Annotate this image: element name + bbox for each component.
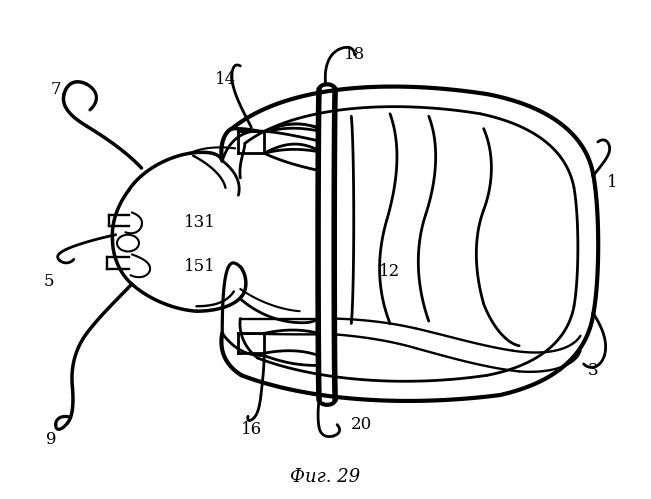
Text: 3: 3 xyxy=(588,362,599,379)
Text: 5: 5 xyxy=(44,273,55,290)
Text: 131: 131 xyxy=(184,214,215,231)
Text: 151: 151 xyxy=(184,258,215,275)
Text: 18: 18 xyxy=(344,46,365,63)
Text: 7: 7 xyxy=(50,81,61,98)
Text: 14: 14 xyxy=(215,71,236,88)
Text: 9: 9 xyxy=(46,431,57,448)
Text: 12: 12 xyxy=(380,263,400,280)
Text: 16: 16 xyxy=(241,421,262,438)
Text: 1: 1 xyxy=(607,174,618,192)
Text: 20: 20 xyxy=(350,416,372,433)
Text: Фиг. 29: Фиг. 29 xyxy=(290,469,361,487)
